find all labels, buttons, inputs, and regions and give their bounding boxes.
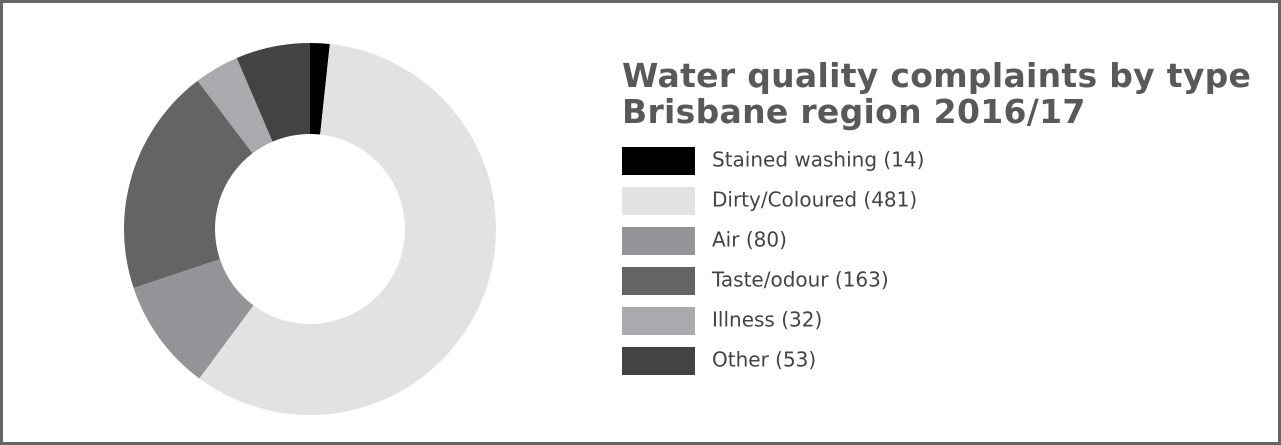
donut-slice (197, 58, 273, 154)
donut-slice (123, 80, 253, 288)
donut-slice (133, 259, 254, 379)
legend-swatch (622, 347, 695, 375)
legend-label: Dirty/Coloured (481) (712, 188, 917, 212)
legend-label: Air (80) (712, 228, 787, 252)
donut-slice (310, 43, 330, 135)
legend-swatch (622, 147, 695, 175)
legend-swatch (622, 187, 695, 215)
donut-slice (236, 43, 310, 142)
legend-label: Other (53) (712, 348, 816, 372)
chart-subtitle: Brisbane region 2016/17 (622, 92, 1086, 131)
legend-label: Taste/odour (163) (711, 268, 889, 292)
legend-swatch (622, 267, 695, 295)
legend-label: Illness (32) (712, 308, 822, 332)
legend-swatch (622, 307, 695, 335)
legend-label: Stained washing (14) (712, 148, 924, 172)
donut-slice (199, 44, 497, 416)
legend-swatch (622, 227, 695, 255)
chart-title: Water quality complaints by type (622, 56, 1251, 95)
